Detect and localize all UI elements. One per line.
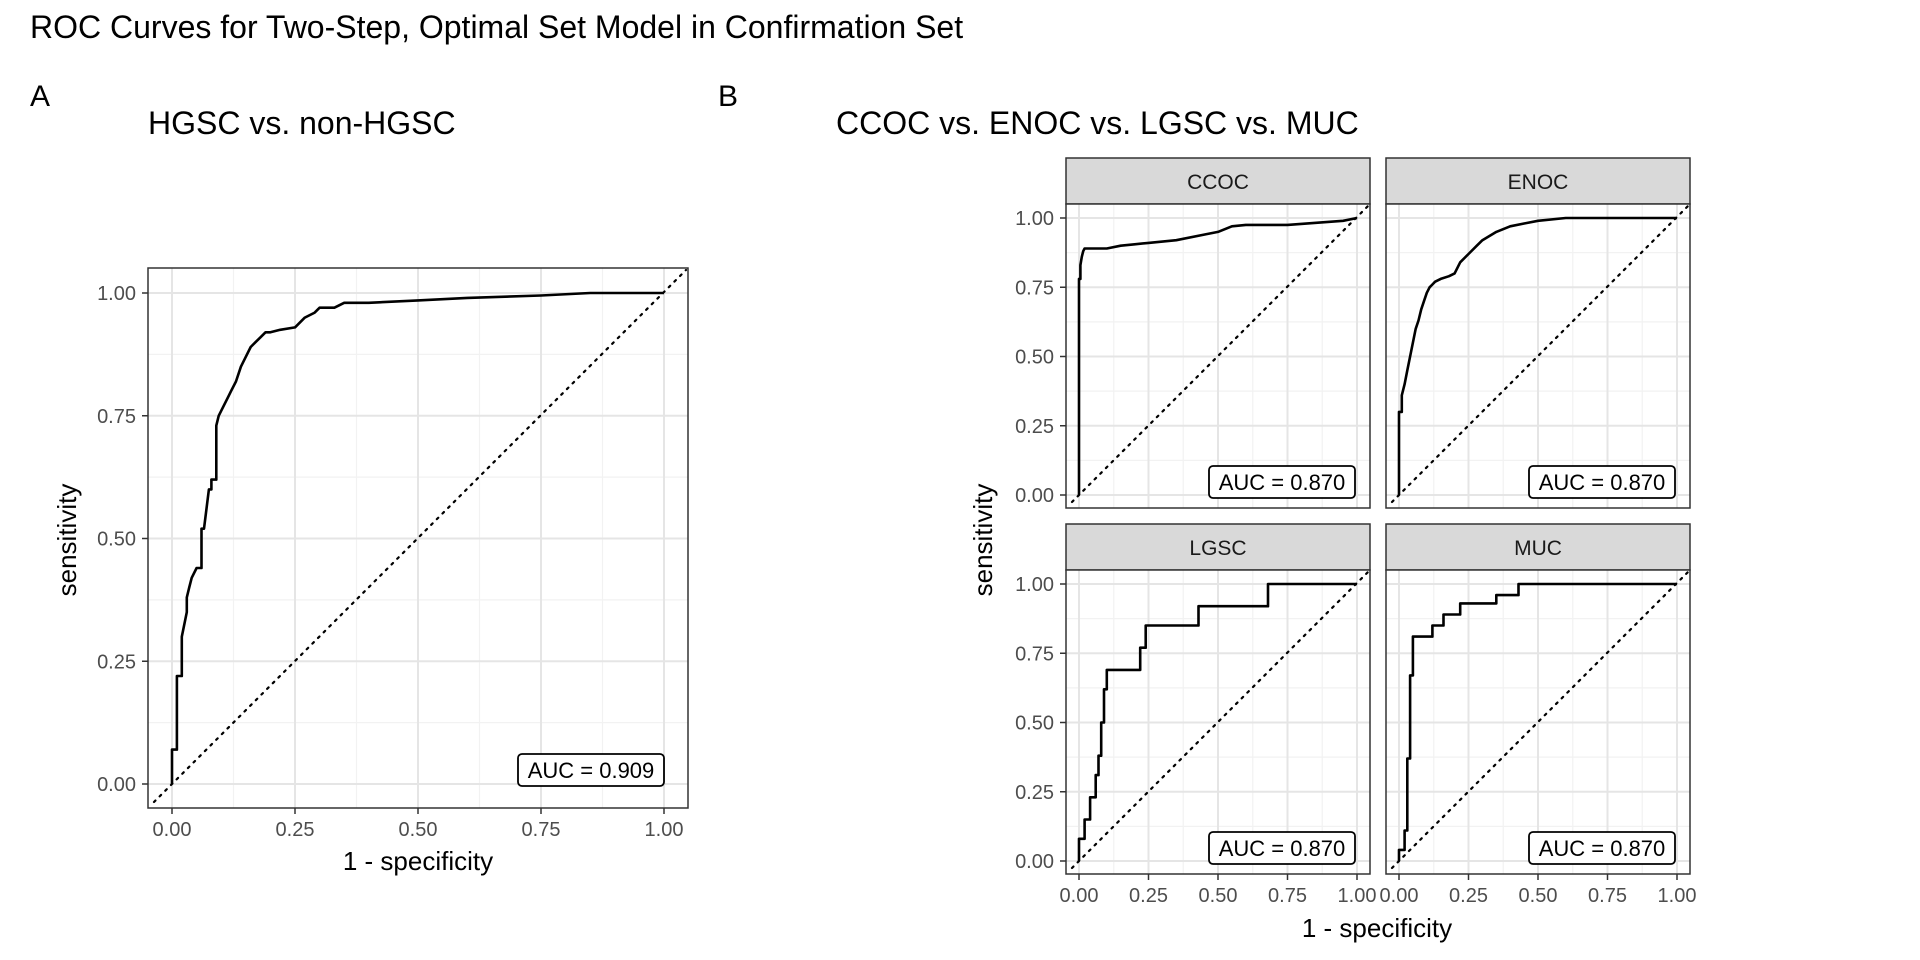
- panel-a-tag: A: [30, 80, 50, 113]
- panel-a-ylabel: sensitivity: [52, 484, 82, 597]
- auc-label: AUC = 0.870: [1539, 836, 1666, 861]
- panel-b-tag: B: [718, 80, 738, 113]
- x-tick-label: 1.00: [1338, 885, 1377, 907]
- facet-lgsc: LGSC AUC = 0.870 0.00 0.25 0.50 0.75 1.00 0.00 0…: [1015, 523, 1377, 907]
- panel-border: [1385, 203, 1691, 509]
- y-tick-label: 0.00: [97, 774, 136, 796]
- y-tick-label: 0.75: [1015, 643, 1054, 665]
- facet-strip: [1065, 523, 1371, 571]
- facet-ccoc: CCOC AUC = 0.870 0.00 0.25 0.50 0.75 1.00: [1015, 157, 1371, 509]
- auc-label: AUC = 0.909: [528, 758, 655, 783]
- reference-diagonal: [1070, 570, 1370, 870]
- facet-strip-label: ENOC: [1508, 171, 1569, 194]
- y-tick-label: 0.75: [1015, 277, 1054, 299]
- auc-label-box: [1208, 465, 1356, 499]
- x-tick-label: 0.25: [1449, 885, 1488, 907]
- panel-b-ylabel: sensitivity: [968, 484, 998, 597]
- facet-enoc: ENOC AUC = 0.870: [1385, 157, 1691, 509]
- facet-strip-label: MUC: [1514, 537, 1562, 560]
- roc-curve: [1397, 582, 1677, 861]
- x-tick-label: 0.00: [153, 819, 192, 841]
- facet-strip-label: LGSC: [1189, 537, 1246, 560]
- x-tick-label: 0.75: [522, 819, 561, 841]
- reference-diagonal: [1070, 204, 1370, 504]
- y-tick-label: 0.00: [1015, 851, 1054, 873]
- auc-label-box: [1528, 465, 1676, 499]
- auc-label: AUC = 0.870: [1539, 470, 1666, 495]
- auc-label: AUC = 0.870: [1219, 836, 1346, 861]
- x-tick-label: 0.50: [399, 819, 438, 841]
- panel-a-xlabel: 1 - specificity: [343, 846, 493, 876]
- panel-a-subtitle: HGSC vs. non-HGSC: [148, 105, 456, 141]
- x-tick-label: 1.00: [1658, 885, 1697, 907]
- facet-strip-label: CCOC: [1187, 171, 1249, 194]
- y-tick-label: 0.50: [1015, 713, 1054, 735]
- x-tick-label: 0.25: [276, 819, 315, 841]
- figure-title: ROC Curves for Two-Step, Optimal Set Mod…: [30, 9, 963, 45]
- facet-strip: [1385, 157, 1691, 205]
- x-tick-label: 0.50: [1519, 885, 1558, 907]
- panel-b-subtitle: CCOC vs. ENOC vs. LGSC vs. MUC: [836, 105, 1359, 141]
- plot-hgsc: AUC = 0.909 0.00 0.25 0.50 0.75 1.00 0.00 0.25 0…: [97, 267, 689, 841]
- facet-muc: MUC AUC = 0.870 0.00 0.25 0.50 0.75 1.00: [1380, 523, 1697, 907]
- y-tick-label: 0.50: [1015, 347, 1054, 369]
- auc-label-box: [1208, 831, 1356, 865]
- auc-label-box: [517, 753, 665, 787]
- x-tick-label: 0.25: [1129, 885, 1168, 907]
- roc-curve: [1397, 216, 1677, 495]
- x-tick-label: 0.75: [1588, 885, 1627, 907]
- x-tick-label: 0.75: [1268, 885, 1307, 907]
- roc-curve: [1077, 216, 1358, 495]
- y-tick-label: 0.50: [97, 529, 136, 551]
- facet-strip: [1385, 523, 1691, 571]
- panel-b-xlabel: 1 - specificity: [1302, 913, 1452, 943]
- roc-curve: [170, 291, 664, 784]
- y-tick-label: 1.00: [1015, 574, 1054, 596]
- auc-label-box: [1528, 831, 1676, 865]
- y-tick-label: 1.00: [97, 283, 136, 305]
- y-tick-label: 0.25: [97, 651, 136, 673]
- y-tick-label: 1.00: [1015, 208, 1054, 230]
- y-tick-label: 0.25: [1015, 416, 1054, 438]
- x-tick-label: 0.50: [1199, 885, 1238, 907]
- y-tick-label: 0.75: [97, 406, 136, 428]
- reference-diagonal: [152, 268, 688, 804]
- roc-curve: [1077, 582, 1357, 861]
- x-tick-label: 0.00: [1060, 885, 1099, 907]
- x-tick-label: 1.00: [645, 819, 684, 841]
- reference-diagonal: [1390, 204, 1690, 504]
- auc-label: AUC = 0.870: [1219, 470, 1346, 495]
- facet-strip: [1065, 157, 1371, 205]
- reference-diagonal: [1390, 570, 1690, 870]
- x-tick-label: 0.00: [1380, 885, 1419, 907]
- y-tick-label: 0.25: [1015, 782, 1054, 804]
- y-tick-label: 0.00: [1015, 485, 1054, 507]
